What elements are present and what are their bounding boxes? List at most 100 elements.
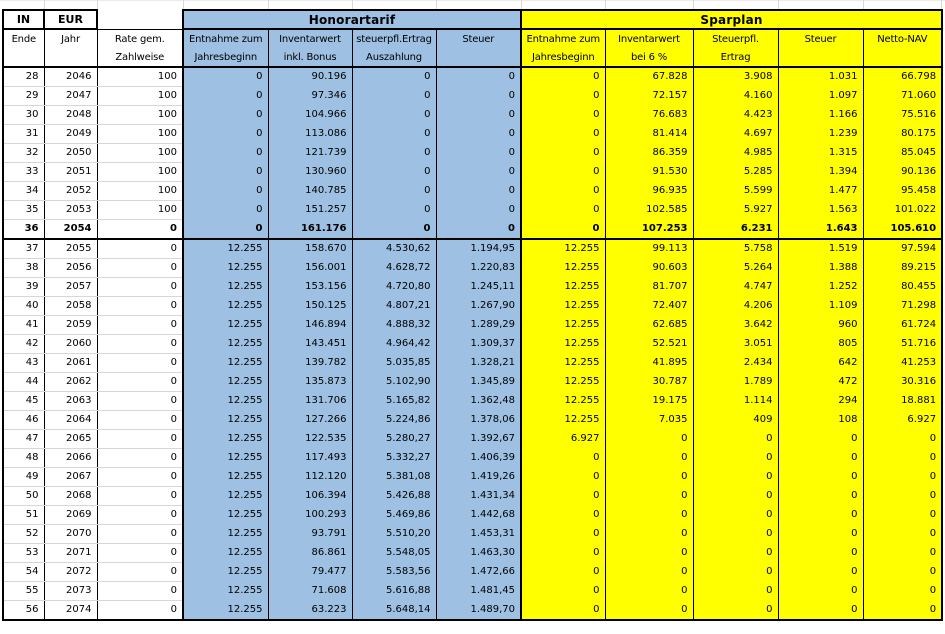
cell-sparplan-1[interactable]: 41.895 [604,353,693,373]
cell-honorartarif-3[interactable]: 1.345,89 [435,372,521,392]
cell-honorartarif-2[interactable]: 4.530,62 [351,239,436,259]
cell-sparplan-2[interactable]: 5.599 [692,181,778,201]
cell-rate[interactable]: 100 [96,162,183,182]
cell-rate[interactable]: 0 [96,239,183,259]
cell-sparplan-1[interactable]: 91.530 [604,162,693,182]
cell-honorartarif-0[interactable]: 12.255 [182,486,268,506]
cell-honorartarif-3[interactable]: 1.431,34 [435,486,521,506]
cell-honorartarif-0[interactable]: 12.255 [182,429,268,449]
cell-ende[interactable]: 34 [2,181,44,201]
cell-honorartarif-2[interactable]: 5.648,14 [351,600,436,621]
cell-honorartarif-3[interactable]: 1.194,95 [435,239,521,259]
cell-sparplan-1[interactable]: 99.113 [604,239,693,259]
header-jahr[interactable]: Jahr [43,28,98,68]
cell-sparplan-1[interactable]: 0 [604,429,693,449]
cell-sparplan-1[interactable]: 0 [604,562,693,582]
cell-honorartarif-1[interactable]: 140.785 [267,181,352,201]
cell-honorartarif-2[interactable]: 0 [351,86,436,106]
cell-sparplan-2[interactable]: 2.434 [692,353,778,373]
cell-honorartarif-1[interactable]: 100.293 [267,505,352,525]
cell-honorartarif-3[interactable]: 1.472,66 [435,562,521,582]
cell-sparplan-4[interactable]: 0 [862,505,944,525]
cell-honorartarif-2[interactable]: 0 [351,181,436,201]
cell-sparplan-4[interactable]: 80.455 [862,277,944,297]
cell-honorartarif-3[interactable]: 1.419,26 [435,467,521,487]
cell-ende[interactable]: 56 [2,600,44,621]
cell-sparplan-2[interactable]: 3.051 [692,334,778,354]
cell-sparplan-4[interactable]: 0 [862,448,944,468]
cell-sparplan-4[interactable]: 0 [862,524,944,544]
cell-honorartarif-1[interactable]: 135.873 [267,372,352,392]
cell-sparplan-2[interactable]: 4.423 [692,105,778,125]
header-spar-ertrag[interactable]: Steuerpfl. Ertrag [692,28,779,68]
cell-honorartarif-1[interactable]: 122.535 [267,429,352,449]
cell-sparplan-2[interactable]: 4.747 [692,277,778,297]
cell-ende[interactable]: 30 [2,105,44,125]
cell-sparplan-3[interactable]: 805 [777,334,863,354]
cell-ende[interactable]: 45 [2,391,44,411]
cell-sparplan-2[interactable]: 5.285 [692,162,778,182]
header-spar-steuer[interactable]: Steuer [777,28,864,68]
cell-sparplan-0[interactable]: 0 [520,67,605,87]
cell-honorartarif-3[interactable]: 0 [435,143,521,163]
cell-honorartarif-2[interactable]: 0 [351,67,436,87]
cell-honorartarif-2[interactable]: 0 [351,162,436,182]
cell-ende[interactable]: 47 [2,429,44,449]
cell-sparplan-3[interactable]: 0 [777,448,863,468]
cell-honorartarif-2[interactable]: 4.720,80 [351,277,436,297]
cell-sparplan-4[interactable]: 18.881 [862,391,944,411]
cell-jahr[interactable]: 2060 [43,334,97,354]
cell-jahr[interactable]: 2051 [43,162,97,182]
cell-jahr[interactable]: 2070 [43,524,97,544]
cell-sparplan-3[interactable]: 0 [777,429,863,449]
cell-sparplan-2[interactable]: 3.908 [692,67,778,87]
cell-sparplan-3[interactable]: 1.252 [777,277,863,297]
cell-sparplan-0[interactable]: 0 [520,448,605,468]
cell-jahr[interactable]: 2063 [43,391,97,411]
cell-ende[interactable]: 51 [2,505,44,525]
cell-ende[interactable]: 35 [2,200,44,220]
cell-honorartarif-3[interactable]: 0 [435,200,521,220]
cell-ende[interactable]: 46 [2,410,44,430]
cell-honorartarif-1[interactable]: 113.086 [267,124,352,144]
cell-sparplan-1[interactable]: 81.414 [604,124,693,144]
cell-honorartarif-3[interactable]: 1.220,83 [435,258,521,278]
cell-jahr[interactable]: 2062 [43,372,97,392]
cell-rate[interactable]: 0 [96,543,183,563]
cell-sparplan-3[interactable]: 1.563 [777,200,863,220]
cell-honorartarif-1[interactable]: 117.493 [267,448,352,468]
cell-jahr[interactable]: 2071 [43,543,97,563]
cell-sparplan-3[interactable]: 108 [777,410,863,430]
cell-honorartarif-1[interactable]: 63.223 [267,600,352,621]
cell-honorartarif-1[interactable]: 131.706 [267,391,352,411]
cell-sparplan-3[interactable]: 1.166 [777,105,863,125]
cell-ende[interactable]: 49 [2,467,44,487]
cell-rate[interactable]: 0 [96,353,183,373]
cell-honorartarif-0[interactable]: 12.255 [182,467,268,487]
cell-honorartarif-2[interactable]: 0 [351,124,436,144]
cell-honorartarif-0[interactable]: 0 [182,219,268,240]
cell-sparplan-3[interactable]: 0 [777,505,863,525]
cell-honorartarif-2[interactable]: 0 [351,143,436,163]
cell-sparplan-0[interactable]: 12.255 [520,315,605,335]
cell-sparplan-0[interactable]: 0 [520,524,605,544]
cell-sparplan-0[interactable]: 12.255 [520,239,605,259]
cell-sparplan-4[interactable]: 75.516 [862,105,944,125]
cell-ende[interactable]: 28 [2,67,44,87]
cell-honorartarif-3[interactable]: 0 [435,219,521,240]
cell-rate[interactable]: 0 [96,505,183,525]
cell-sparplan-0[interactable]: 12.255 [520,353,605,373]
cell-honorartarif-1[interactable]: 158.670 [267,239,352,259]
cell-honorartarif-1[interactable]: 151.257 [267,200,352,220]
cell-ende[interactable]: 53 [2,543,44,563]
cell-sparplan-3[interactable]: 472 [777,372,863,392]
cell-jahr[interactable]: 2058 [43,296,97,316]
cell-honorartarif-0[interactable]: 0 [182,143,268,163]
cell-jahr[interactable]: 2059 [43,315,97,335]
cell-sparplan-4[interactable]: 0 [862,543,944,563]
cell-honorartarif-2[interactable]: 5.426,88 [351,486,436,506]
cell-rate[interactable]: 0 [96,372,183,392]
header-hono-steuer[interactable]: Steuer [435,28,522,68]
cell-sparplan-4[interactable]: 0 [862,600,944,621]
cell-rate[interactable]: 0 [96,391,183,411]
